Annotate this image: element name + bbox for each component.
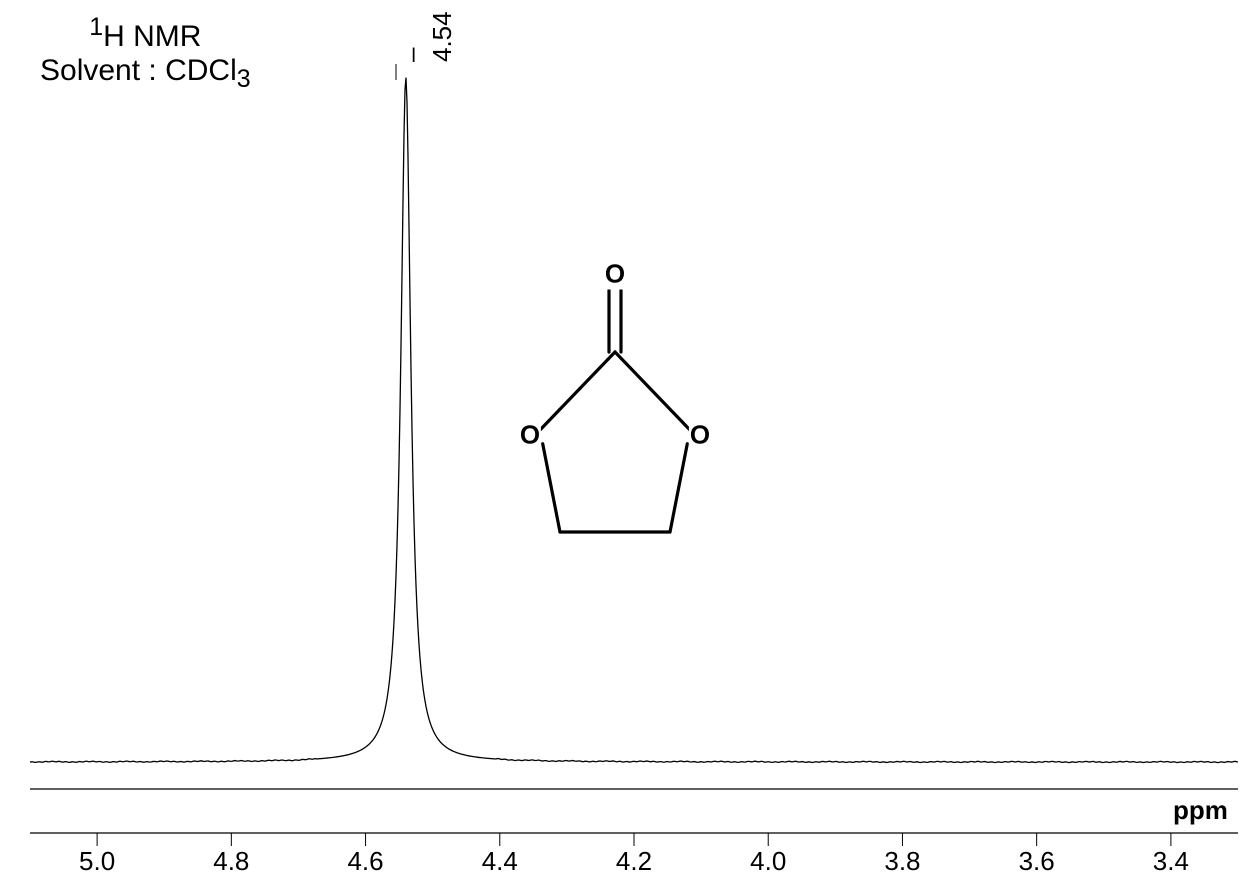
axis-tick-label: 4.0 xyxy=(750,846,786,877)
figure-root: 1H NMR Solvent : CDCl3 – 4.54 OOO 5.04.8… xyxy=(0,0,1240,867)
axis-tick-label: 3.6 xyxy=(1019,846,1055,877)
axis-tick-label: 3.4 xyxy=(1153,846,1189,877)
axis-tick-label: 4.6 xyxy=(347,846,383,877)
axis-tick-label: 5.0 xyxy=(79,846,115,877)
axis-svg xyxy=(0,0,1240,867)
axis-tick-label: 4.4 xyxy=(482,846,518,877)
unit-label-ppm: ppm xyxy=(1173,795,1228,826)
axis-tick-label: 4.8 xyxy=(213,846,249,877)
axis-tick-label: 4.2 xyxy=(616,846,652,877)
axis-tick-label: 3.8 xyxy=(884,846,920,877)
